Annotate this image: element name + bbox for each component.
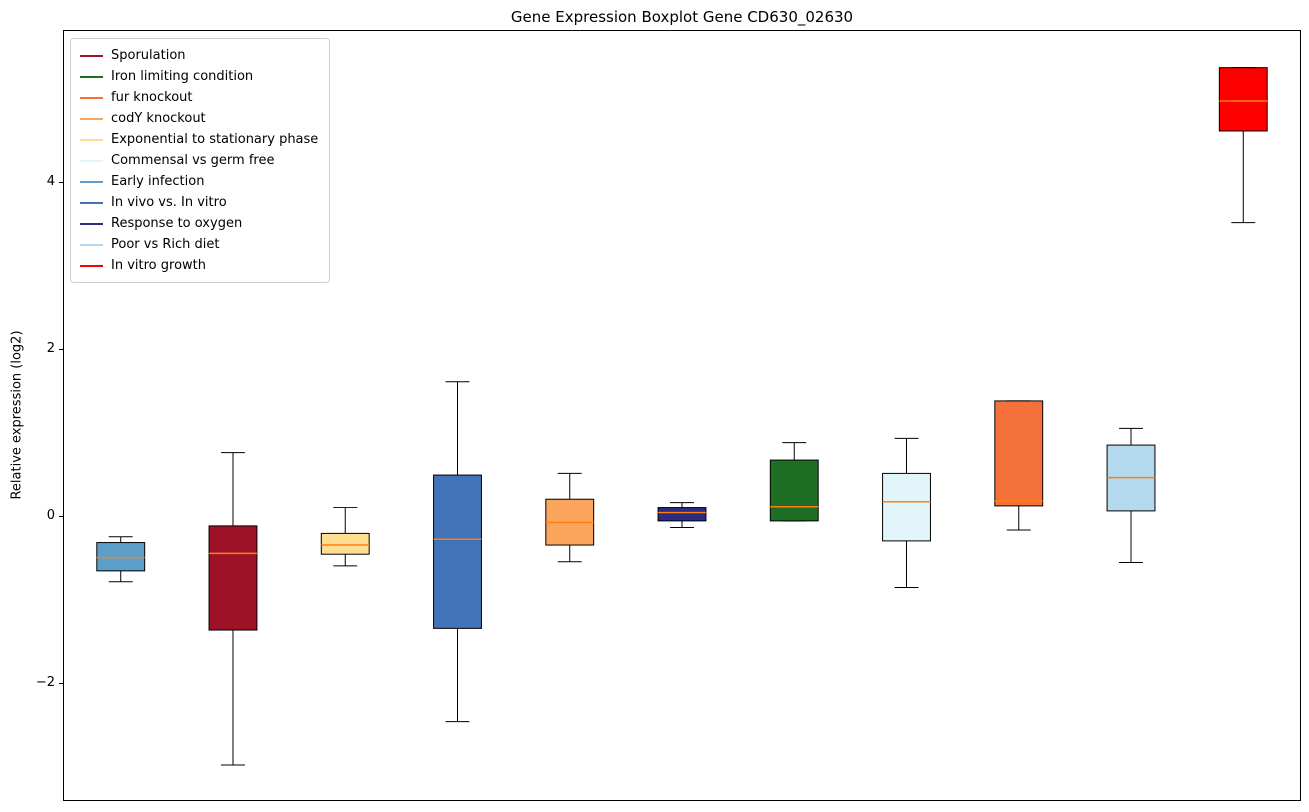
box-early-infection [96, 542, 146, 572]
legend-item-iron-limiting-condition: Iron limiting condition [80, 66, 318, 87]
legend-item-response-to-oxygen: Response to oxygen [80, 213, 318, 234]
legend-item-commensal-vs-germ-free: Commensal vs germ free [80, 150, 318, 171]
legend-item-label: Early infection [111, 174, 205, 189]
legend-line-swatch [80, 243, 103, 246]
legend-line-swatch [80, 264, 103, 267]
box-iron-limiting-condition [769, 459, 819, 522]
box-in-vitro-growth [1218, 67, 1268, 132]
legend-line-swatch [80, 75, 103, 78]
box-commensal-vs-germ-free [882, 472, 931, 542]
legend-line-swatch [80, 117, 103, 120]
legend-item-exponential-to-stationary-phase: Exponential to stationary phase [80, 129, 318, 150]
legend: Sporulation Iron limiting condition fur kn… [70, 38, 331, 283]
box-sporulation [208, 525, 258, 631]
legend-line-swatch [80, 96, 103, 99]
legend-item-label: Sporulation [111, 48, 186, 63]
box-in-vivo-vs-in-vitro [433, 474, 482, 629]
legend-item-label: Poor vs Rich diet [111, 237, 220, 252]
legend-line-swatch [80, 159, 103, 162]
legend-item-label: In vivo vs. In vitro [111, 195, 227, 210]
legend-item-sporulation: Sporulation [80, 45, 318, 66]
legend-line-swatch [80, 180, 103, 183]
legend-line-swatch [80, 222, 103, 225]
legend-line-swatch [80, 201, 103, 204]
legend-item-label: Exponential to stationary phase [111, 132, 319, 147]
y-tick-label: 4 [46, 174, 55, 190]
legend-item-label: fur knockout [111, 90, 193, 105]
legend-item-label: Response to oxygen [111, 216, 243, 231]
legend-item-poor-vs-rich-diet: Poor vs Rich diet [80, 234, 318, 255]
legend-item-early-infection: Early infection [80, 171, 318, 192]
legend-item-label: codY knockout [111, 111, 206, 126]
legend-item-in-vitro-growth: In vitro growth [80, 255, 318, 276]
y-tick-label: −2 [35, 675, 55, 691]
box-response-to-oxygen [657, 507, 707, 522]
legend-item-label: In vitro growth [111, 258, 206, 273]
legend-item-in-vivo-vs-in-vitro: In vivo vs. In vitro [80, 192, 318, 213]
plot-area: Sporulation Iron limiting condition fur kn… [63, 30, 1301, 801]
y-axis-label: Relative expression (log2) [9, 330, 25, 500]
box-exponential-to-stationary-phase [320, 532, 370, 555]
box-fur-knockout [994, 400, 1044, 507]
legend-item-label: Iron limiting condition [111, 69, 254, 84]
legend-line-swatch [80, 138, 103, 141]
legend-item-fur-knockout: fur knockout [80, 87, 318, 108]
legend-line-swatch [80, 54, 103, 57]
chart-title: Gene Expression Boxplot Gene CD630_02630 [510, 8, 854, 26]
boxplot-svg [96, 67, 1268, 766]
legend-item-label: Commensal vs germ free [111, 153, 275, 168]
legend-item-cody-knockout: codY knockout [80, 108, 318, 129]
y-tick-label: 0 [46, 508, 55, 524]
